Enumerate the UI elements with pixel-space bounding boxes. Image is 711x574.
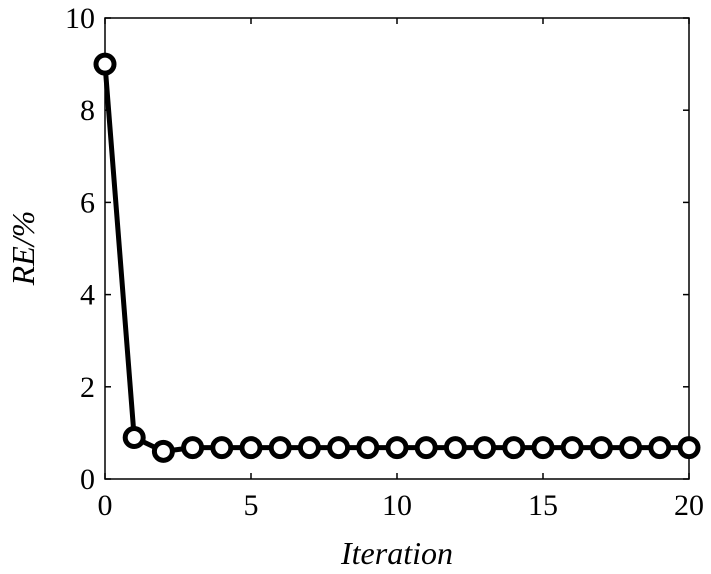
data-point	[93, 52, 117, 76]
data-point	[677, 436, 701, 460]
data-point	[297, 436, 321, 460]
data-point	[327, 436, 351, 460]
data-point	[414, 436, 438, 460]
plot-frame	[104, 17, 690, 480]
data-point	[356, 436, 380, 460]
data-point	[531, 436, 555, 460]
data-point	[385, 436, 409, 460]
y-tick-label: 8	[80, 94, 95, 127]
x-tick-label: 10	[382, 489, 412, 522]
x-tick-label: 20	[674, 489, 704, 522]
data-point	[181, 436, 205, 460]
x-tick-label: 15	[528, 489, 558, 522]
data-point	[473, 436, 497, 460]
data-point	[560, 436, 584, 460]
data-point	[151, 439, 175, 463]
y-tick-label: 10	[65, 2, 95, 35]
series-line	[102, 63, 689, 454]
series-layer	[93, 52, 701, 463]
x-tick-label: 0	[98, 489, 113, 522]
y-tick-label: 4	[80, 279, 95, 312]
data-point	[502, 436, 526, 460]
y-axis-label: RE/%	[5, 211, 41, 287]
y-axis: 0 2 4 6 8 10	[65, 2, 689, 496]
data-point	[648, 436, 672, 460]
x-tick-label: 5	[244, 489, 259, 522]
x-axis: 0 5 10 15 20	[98, 18, 704, 522]
data-point	[210, 436, 234, 460]
x-axis-label: Iteration	[340, 535, 453, 571]
data-point	[589, 436, 613, 460]
y-tick-label: 6	[80, 186, 95, 219]
data-point	[619, 436, 643, 460]
data-point	[122, 426, 146, 450]
data-point	[443, 436, 467, 460]
y-tick-label: 0	[80, 463, 95, 496]
y-tick-label: 2	[80, 371, 95, 404]
data-point	[239, 436, 263, 460]
data-point	[268, 436, 292, 460]
